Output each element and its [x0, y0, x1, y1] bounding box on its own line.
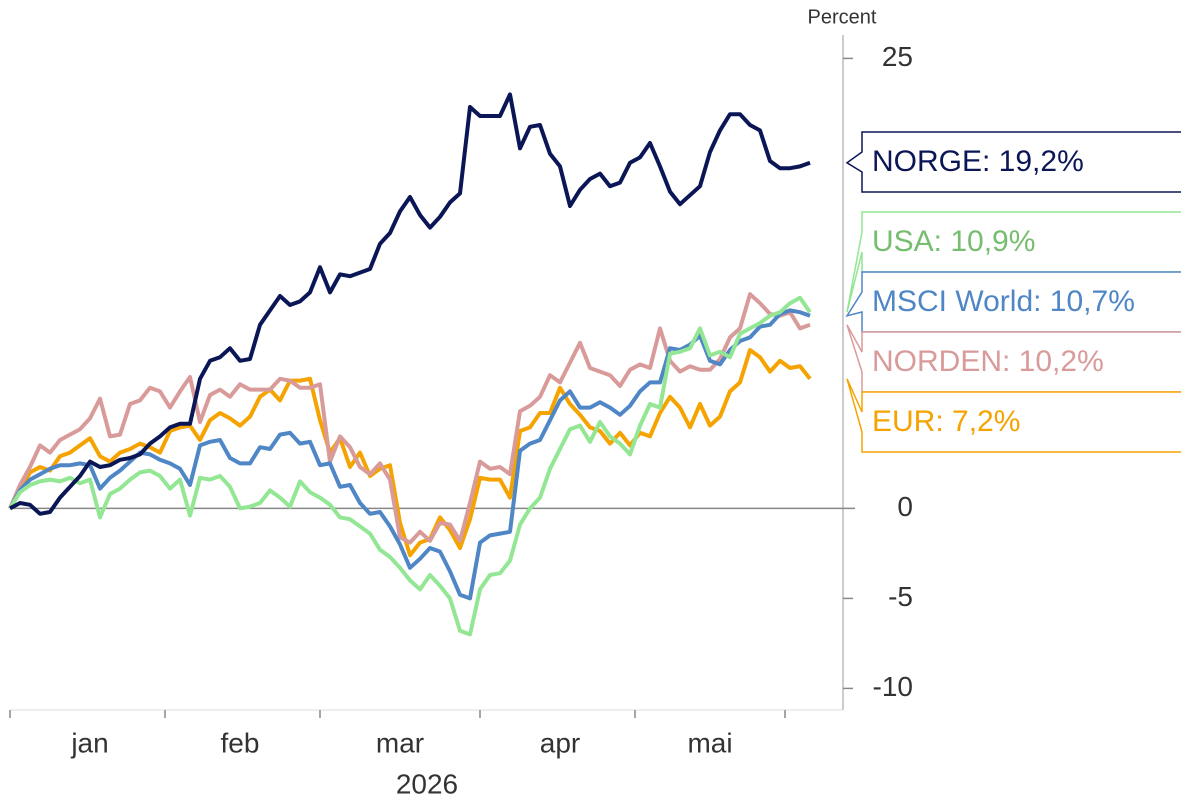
- callout-label: EUR: 7,2%: [872, 405, 1020, 438]
- series-line: [8, 295, 812, 637]
- callout-box: [845, 131, 1181, 193]
- y-tick-label: -10: [873, 671, 913, 702]
- callout-label: NORGE: 19,2%: [872, 145, 1084, 178]
- callout-label: MSCI World: 10,7%: [872, 285, 1135, 318]
- series-line: [8, 292, 811, 545]
- y-tick-label: 0: [897, 491, 913, 522]
- x-tick-label: mar: [376, 727, 424, 758]
- series-line: [8, 348, 812, 558]
- x-tick-label: jan: [70, 727, 108, 758]
- series-line: [9, 92, 811, 516]
- y-axis-label: Percent: [808, 6, 877, 28]
- callout-label: NORDEN: 10,2%: [872, 345, 1104, 378]
- callout-label: USA: 10,9%: [872, 225, 1035, 258]
- y-tick-label: 25: [882, 41, 913, 72]
- x-axis-label: 2026: [396, 768, 458, 799]
- x-tick-label: mai: [687, 727, 732, 758]
- x-tick-label: apr: [540, 727, 580, 758]
- y-tick-label: -5: [888, 581, 913, 612]
- x-tick-label: feb: [221, 727, 260, 758]
- callout-box: [846, 378, 1181, 453]
